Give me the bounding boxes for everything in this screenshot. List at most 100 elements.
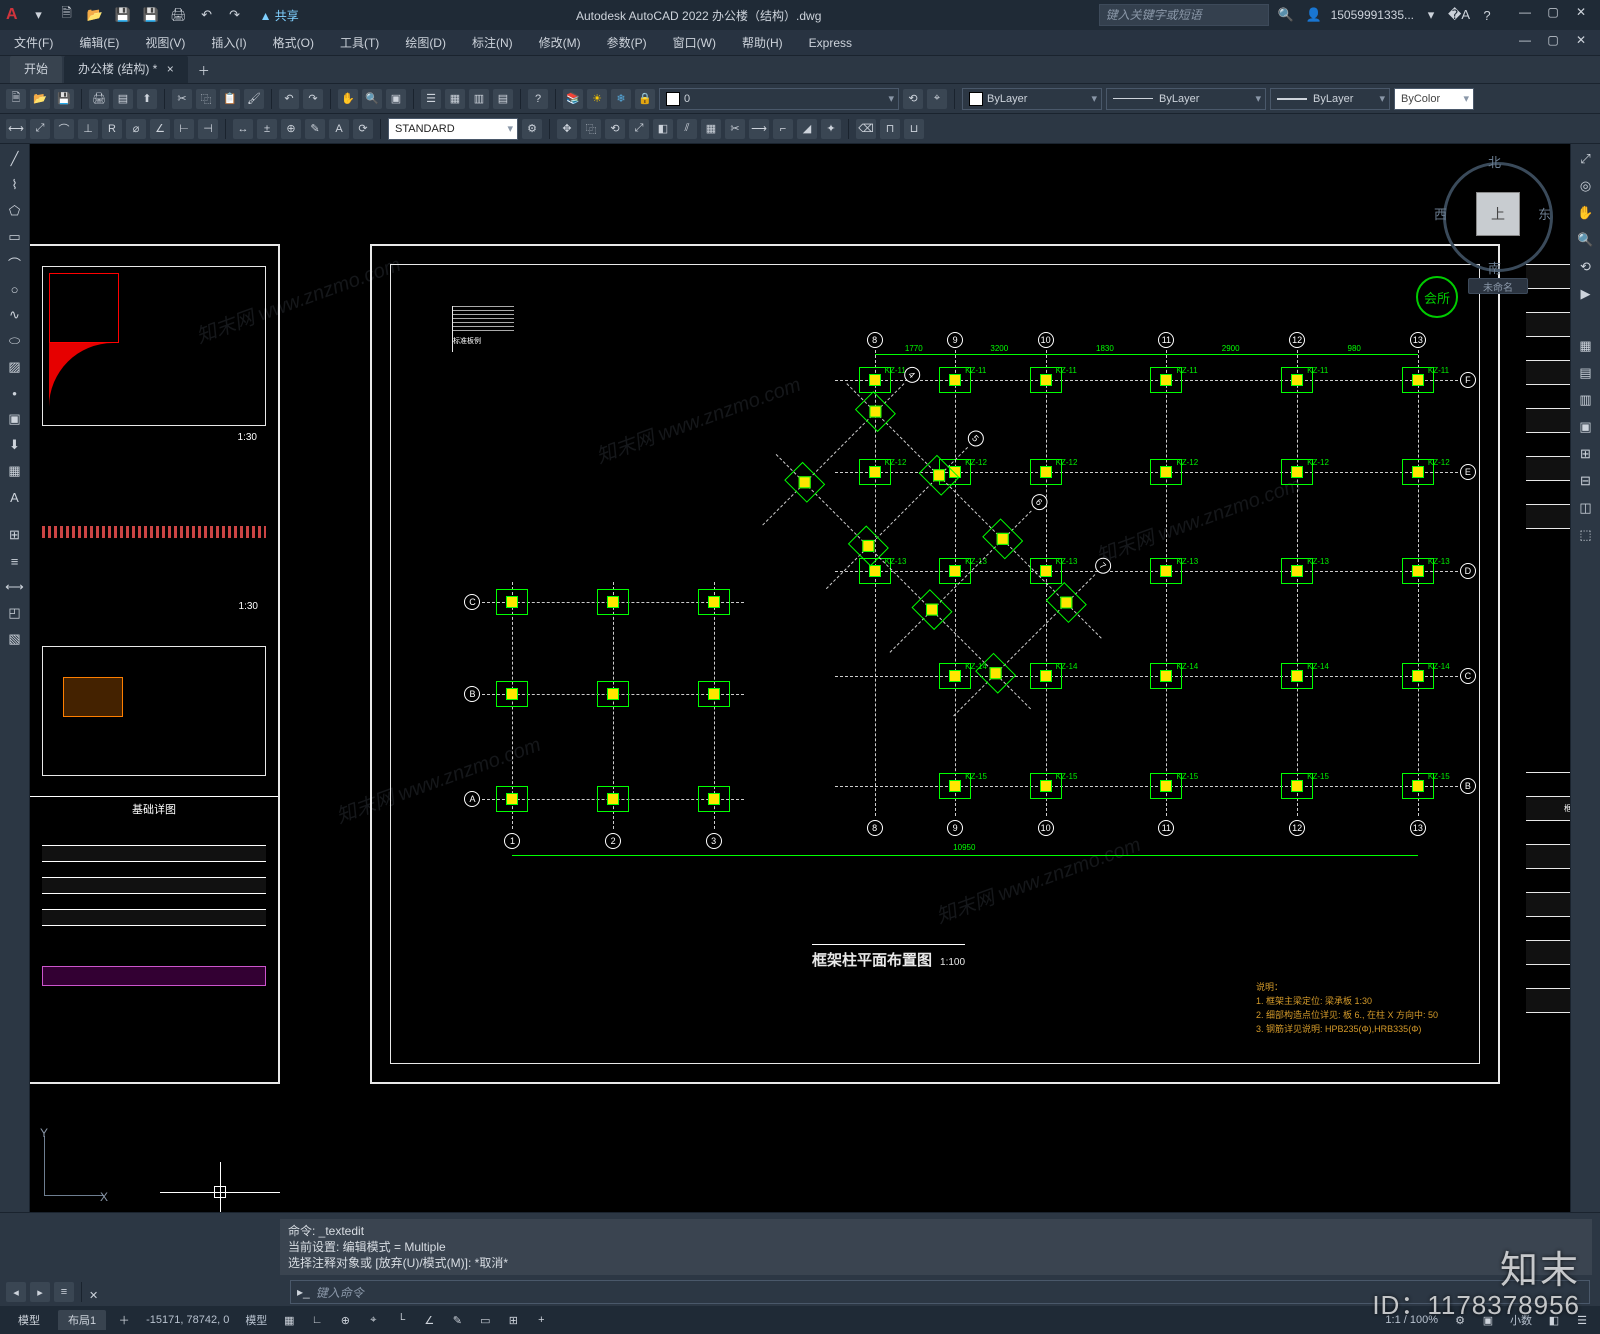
dimstyle-combo[interactable]: STANDARD bbox=[388, 118, 518, 140]
tb-copy-icon[interactable]: ⿻ bbox=[196, 89, 216, 109]
viewcube-e[interactable]: 东 bbox=[1538, 204, 1551, 223]
layout-tab-1[interactable]: 布局1 bbox=[58, 1310, 106, 1330]
sb-ortho-icon[interactable]: ⊕ bbox=[335, 1310, 355, 1330]
tab-start[interactable]: 开始 bbox=[10, 56, 62, 83]
pal-5-icon[interactable]: ⊞ bbox=[1575, 443, 1597, 465]
tb-props-icon[interactable]: ☰ bbox=[421, 89, 441, 109]
mod2-region-icon[interactable]: ▧ bbox=[4, 628, 26, 650]
mod-copy-icon[interactable]: ⿻ bbox=[581, 119, 601, 139]
tb-layer-lock-icon[interactable]: 🔒 bbox=[635, 89, 655, 109]
draw-block-icon[interactable]: ▣ bbox=[4, 408, 26, 430]
qat-open-icon[interactable]: 📂 bbox=[84, 4, 106, 26]
qat-print-icon[interactable]: 🖨 bbox=[168, 4, 190, 26]
dim-qdim-icon[interactable]: ↔ bbox=[233, 119, 253, 139]
status-units[interactable]: 小数 bbox=[1506, 1312, 1536, 1328]
nav-wheel-icon[interactable]: ◎ bbox=[1575, 175, 1597, 197]
menu-file[interactable]: 文件(F) bbox=[6, 34, 61, 51]
draw-text-icon[interactable]: A bbox=[4, 486, 26, 508]
mod2-align-icon[interactable]: ≡ bbox=[4, 550, 26, 572]
dim-dia-icon[interactable]: ⌀ bbox=[126, 119, 146, 139]
mod-join-icon[interactable]: ⊔ bbox=[904, 119, 924, 139]
dim-rad-icon[interactable]: R bbox=[102, 119, 122, 139]
mod-fillet-icon[interactable]: ⌐ bbox=[773, 119, 793, 139]
pal-8-icon[interactable]: ⬚ bbox=[1575, 524, 1597, 546]
dim-linear-icon[interactable]: ⟷ bbox=[6, 119, 26, 139]
doc-min-button[interactable]: — bbox=[1512, 33, 1538, 53]
user-name[interactable]: 15059991335... bbox=[1331, 8, 1414, 22]
model-canvas[interactable]: 知末网 www.znzmo.com 知末网 www.znzmo.com 知末网 … bbox=[30, 144, 1570, 1212]
mod-rotate-icon[interactable]: ⟲ bbox=[605, 119, 625, 139]
tab-file[interactable]: 办公楼 (结构) * × bbox=[64, 56, 188, 83]
tb-preview-icon[interactable]: ▤ bbox=[113, 89, 133, 109]
plotstyle-combo[interactable]: ByColor bbox=[1394, 88, 1474, 110]
sb-iso-icon[interactable]: ◧ bbox=[1544, 1310, 1564, 1330]
nav-full-icon[interactable]: ⤢ bbox=[1575, 148, 1597, 170]
dim-update-icon[interactable]: ⟳ bbox=[353, 119, 373, 139]
menu-edit[interactable]: 编辑(E) bbox=[71, 34, 127, 51]
draw-hatch-icon[interactable]: ▨ bbox=[4, 356, 26, 378]
nav-orbit-icon[interactable]: ⟲ bbox=[1575, 256, 1597, 278]
draw-ellipse-icon[interactable]: ⬭ bbox=[4, 330, 26, 352]
layout-tab-model[interactable]: 模型 bbox=[8, 1310, 50, 1330]
status-scale[interactable]: 1:1 / 100% bbox=[1381, 1314, 1442, 1326]
color-combo[interactable]: ByLayer bbox=[962, 88, 1102, 110]
mod2-boundary-icon[interactable]: ◰ bbox=[4, 602, 26, 624]
menu-tools[interactable]: 工具(T) bbox=[332, 34, 387, 51]
tb-layer-on-icon[interactable]: ☀ bbox=[587, 89, 607, 109]
nav-zoom-icon[interactable]: 🔍 bbox=[1575, 229, 1597, 251]
dim-center-icon[interactable]: ⊕ bbox=[281, 119, 301, 139]
tb-ssm-icon[interactable]: ▤ bbox=[493, 89, 513, 109]
mod2-stretch-icon[interactable]: ⟷ bbox=[4, 576, 26, 598]
tab-close-icon[interactable]: × bbox=[167, 62, 174, 76]
app-icon[interactable]: �⁠A bbox=[1448, 4, 1470, 26]
pal-6-icon[interactable]: ⊟ bbox=[1575, 470, 1597, 492]
draw-insert-icon[interactable]: ⬇ bbox=[4, 434, 26, 456]
menu-view[interactable]: 视图(V) bbox=[137, 34, 193, 51]
command-history[interactable]: 命令: _textedit 当前设置: 编辑模式 = Multiple 选择注释… bbox=[280, 1219, 1592, 1275]
search-input[interactable]: 键入关键字或短语 bbox=[1099, 4, 1269, 26]
dim-style-icon[interactable]: ⚙ bbox=[522, 119, 542, 139]
tab-new-button[interactable]: ＋ bbox=[190, 58, 218, 83]
tb-print-icon[interactable]: 🖨 bbox=[89, 89, 109, 109]
tb-publish-icon[interactable]: ⬆ bbox=[137, 89, 157, 109]
tb-undo-icon[interactable]: ↶ bbox=[279, 89, 299, 109]
tb-zoom-icon[interactable]: 🔍 bbox=[362, 89, 382, 109]
dim-ord-icon[interactable]: ⊥ bbox=[78, 119, 98, 139]
menu-help[interactable]: 帮助(H) bbox=[734, 34, 791, 51]
mod-explode-icon[interactable]: ✦ bbox=[821, 119, 841, 139]
draw-line-icon[interactable]: ╱ bbox=[4, 148, 26, 170]
viewcube-n[interactable]: 北 bbox=[1488, 152, 1501, 171]
lweight-combo[interactable]: ByLayer bbox=[1270, 88, 1390, 110]
draw-rect-icon[interactable]: ▭ bbox=[4, 226, 26, 248]
pal-4-icon[interactable]: ▣ bbox=[1575, 416, 1597, 438]
nav-pan-icon[interactable]: ✋ bbox=[1575, 202, 1597, 224]
layout-nav-icon[interactable]: ▸ bbox=[30, 1282, 50, 1302]
dim-tol-icon[interactable]: ± bbox=[257, 119, 277, 139]
viewcube[interactable]: 上 北 南 西 东 未命名 bbox=[1438, 152, 1558, 292]
dim-ang-icon[interactable]: ∠ bbox=[150, 119, 170, 139]
command-input[interactable]: ▸_键入命令 bbox=[290, 1280, 1590, 1304]
maximize-button[interactable]: ▢ bbox=[1540, 5, 1566, 25]
mod-chamfer-icon[interactable]: ◢ bbox=[797, 119, 817, 139]
qat-redo-icon[interactable]: ↷ bbox=[224, 4, 246, 26]
mod-move-icon[interactable]: ✥ bbox=[557, 119, 577, 139]
viewcube-w[interactable]: 西 bbox=[1434, 204, 1447, 223]
menu-express[interactable]: Express bbox=[801, 36, 860, 50]
menu-insert[interactable]: 插入(I) bbox=[203, 34, 254, 51]
dim-cont-icon[interactable]: ⊣ bbox=[198, 119, 218, 139]
sb-qi-icon[interactable]: + bbox=[531, 1310, 551, 1330]
qat-save-icon[interactable]: 💾 bbox=[112, 4, 134, 26]
menu-param[interactable]: 参数(P) bbox=[599, 34, 655, 51]
pal-3-icon[interactable]: ▥ bbox=[1575, 389, 1597, 411]
tb-layer-state-icon[interactable]: ⟲ bbox=[903, 89, 923, 109]
mod-break-icon[interactable]: ⊓ bbox=[880, 119, 900, 139]
draw-circle-icon[interactable]: ○ bbox=[4, 278, 26, 300]
pal-7-icon[interactable]: ◫ bbox=[1575, 497, 1597, 519]
dim-base-icon[interactable]: ⊢ bbox=[174, 119, 194, 139]
mod-array-icon[interactable]: ▦ bbox=[701, 119, 721, 139]
layout-list-icon[interactable]: ≡ bbox=[54, 1282, 74, 1302]
qat-new-icon[interactable]: 🗎 bbox=[56, 4, 78, 26]
layout-add-icon[interactable]: ＋ bbox=[114, 1310, 134, 1330]
tb-tp-icon[interactable]: ▥ bbox=[469, 89, 489, 109]
mod-mirror-icon[interactable]: ◧ bbox=[653, 119, 673, 139]
